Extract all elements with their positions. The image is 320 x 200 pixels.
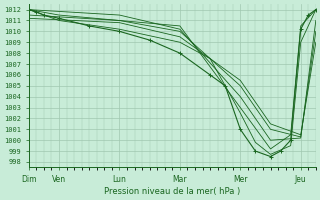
X-axis label: Pression niveau de la mer( hPa ): Pression niveau de la mer( hPa ) xyxy=(104,187,240,196)
